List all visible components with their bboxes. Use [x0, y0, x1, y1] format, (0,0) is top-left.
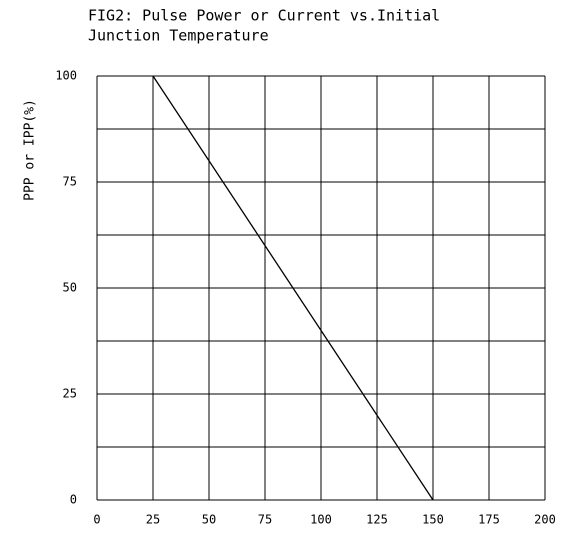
x-tick-label: 100 [310, 513, 332, 527]
y-tick-label: 100 [55, 69, 77, 83]
x-tick-label: 175 [478, 513, 500, 527]
x-tick-label: 25 [146, 513, 160, 527]
chart-title-line: Junction Temperature [88, 27, 269, 45]
x-tick-label: 0 [93, 513, 100, 527]
x-tick-label: 75 [258, 513, 272, 527]
y-tick-label: 50 [63, 281, 77, 295]
data-line [152, 75, 434, 501]
chart-title-line: FIG2: Pulse Power or Current vs.Initial [88, 7, 440, 25]
y-tick-label: 75 [63, 175, 77, 189]
y-axis-label: PPP or IPP(%) [23, 99, 38, 201]
x-tick-label: 125 [366, 513, 388, 527]
x-tick-label: 50 [202, 513, 216, 527]
x-tick-label: 200 [534, 513, 556, 527]
y-tick-label: 25 [63, 387, 77, 401]
x-tick-label: 150 [422, 513, 444, 527]
y-tick-label: 0 [70, 493, 77, 507]
